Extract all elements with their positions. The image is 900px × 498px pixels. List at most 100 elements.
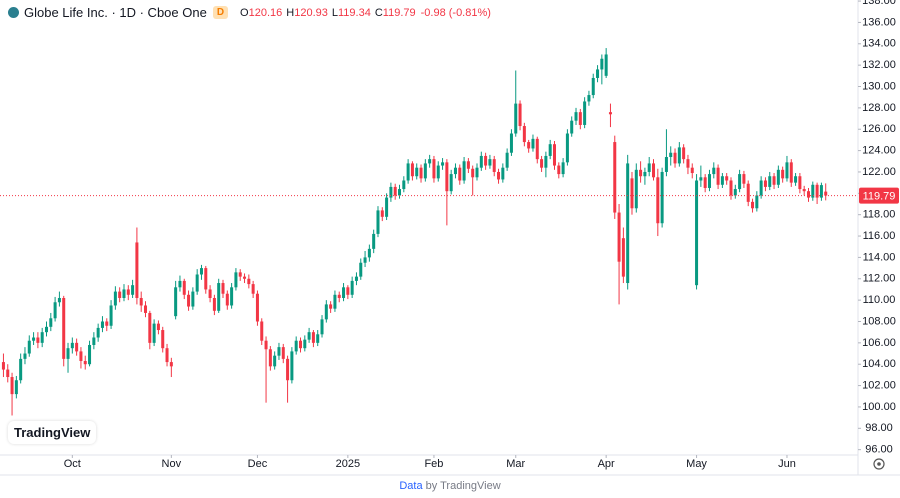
candle-body xyxy=(96,327,100,338)
legend-header: Globe Life Inc. · 1D · Cboe One D O 120.1… xyxy=(8,5,491,20)
candle-body xyxy=(255,293,259,322)
candle-body xyxy=(720,176,724,185)
candle-body xyxy=(746,183,750,202)
y-tick-label: 100.00 xyxy=(862,401,896,413)
candle-body xyxy=(445,162,449,192)
candle-body xyxy=(212,297,216,311)
footer: Data by TradingView xyxy=(0,480,900,492)
candle-body xyxy=(583,101,587,125)
candle-body xyxy=(199,268,203,275)
settings-icon[interactable] xyxy=(873,458,885,470)
candle-body xyxy=(763,180,767,187)
candle-body xyxy=(540,159,544,168)
candle-body xyxy=(410,163,414,177)
x-tick-label: 2025 xyxy=(336,458,360,470)
last-price-label: 119.79 xyxy=(863,190,896,202)
candle-body xyxy=(393,186,397,196)
data-link[interactable]: Data xyxy=(399,480,423,492)
x-tick-label: Oct xyxy=(64,458,81,470)
candle-body xyxy=(191,291,195,307)
candle-body xyxy=(725,176,729,181)
candle-body xyxy=(497,171,501,180)
candle-body xyxy=(32,337,36,341)
candle-body xyxy=(380,210,384,217)
candle-body xyxy=(695,180,699,286)
candle-body xyxy=(385,197,389,217)
candle-body xyxy=(251,284,255,294)
candle-body xyxy=(268,349,272,367)
candle-body xyxy=(148,312,152,343)
candle-body xyxy=(664,157,668,172)
candle-body xyxy=(522,126,526,143)
y-tick-label: 106.00 xyxy=(862,337,896,349)
candle-body xyxy=(471,168,475,178)
symbol-title[interactable]: Globe Life Inc. · 1D · Cboe One xyxy=(24,5,207,20)
candle-body xyxy=(165,348,169,363)
candle-body xyxy=(673,152,677,164)
candle-body xyxy=(738,174,742,190)
ohlc-label: O xyxy=(240,6,249,19)
candle-body xyxy=(527,142,531,149)
candle-body xyxy=(453,167,457,175)
ohlc-label: C xyxy=(374,6,383,19)
y-tick-label: 136.00 xyxy=(862,16,896,28)
candle-body xyxy=(247,278,251,285)
y-tick-label: 134.00 xyxy=(862,38,896,50)
ohlc-value: 120.93 xyxy=(294,6,328,19)
candle-body xyxy=(561,162,565,175)
candle-body xyxy=(144,305,148,313)
candle-body xyxy=(79,351,83,362)
candle-body xyxy=(372,233,376,249)
candle-body xyxy=(570,120,574,134)
candle-body xyxy=(419,167,423,179)
candle-body xyxy=(152,323,156,343)
candle-body xyxy=(423,163,427,179)
candle-body xyxy=(406,163,410,181)
candle-body xyxy=(806,191,810,198)
candle-body xyxy=(677,147,681,164)
candle-body xyxy=(789,162,793,183)
candle-body xyxy=(221,283,225,294)
candle-body xyxy=(10,377,14,395)
candle-body xyxy=(376,210,380,234)
candle-body xyxy=(6,369,10,378)
candle-body xyxy=(608,112,612,115)
candle-body xyxy=(591,77,595,96)
candle-body xyxy=(604,54,608,76)
tradingview-logo[interactable]: TradingView xyxy=(8,421,97,444)
candle-body xyxy=(428,159,432,164)
candle-body xyxy=(92,337,96,345)
settings-icon[interactable] xyxy=(877,462,881,466)
symbol-icon xyxy=(8,7,19,18)
candle-body xyxy=(19,358,23,381)
candle-body xyxy=(475,167,479,178)
ohlc-value: 119.34 xyxy=(338,6,371,19)
candle-body xyxy=(729,180,733,196)
candle-body xyxy=(652,163,656,178)
candle-body xyxy=(40,332,44,343)
candle-body xyxy=(49,318,53,327)
candle-body xyxy=(66,348,70,359)
y-tick-label: 114.00 xyxy=(863,251,896,263)
candle-body xyxy=(100,321,104,328)
candle-body xyxy=(389,186,393,198)
candle-body xyxy=(621,238,625,277)
data-badge[interactable]: D xyxy=(212,6,229,19)
candle-body xyxy=(630,178,634,209)
y-tick-label: 108.00 xyxy=(862,315,896,327)
candle-body xyxy=(449,174,453,192)
candle-body xyxy=(286,358,290,381)
candle-body xyxy=(359,262,363,277)
candle-body xyxy=(751,201,755,209)
y-tick-label: 102.00 xyxy=(862,379,896,391)
candle-body xyxy=(156,323,160,331)
candle-body xyxy=(320,319,324,335)
candle-body xyxy=(815,184,819,198)
x-tick-label: May xyxy=(686,458,707,470)
candle-body xyxy=(703,177,707,188)
candle-body xyxy=(23,353,27,359)
y-tick-label: 118.00 xyxy=(863,209,896,221)
y-tick-label: 116.00 xyxy=(863,230,896,242)
candle-body xyxy=(578,112,582,125)
candle-body xyxy=(505,152,509,168)
